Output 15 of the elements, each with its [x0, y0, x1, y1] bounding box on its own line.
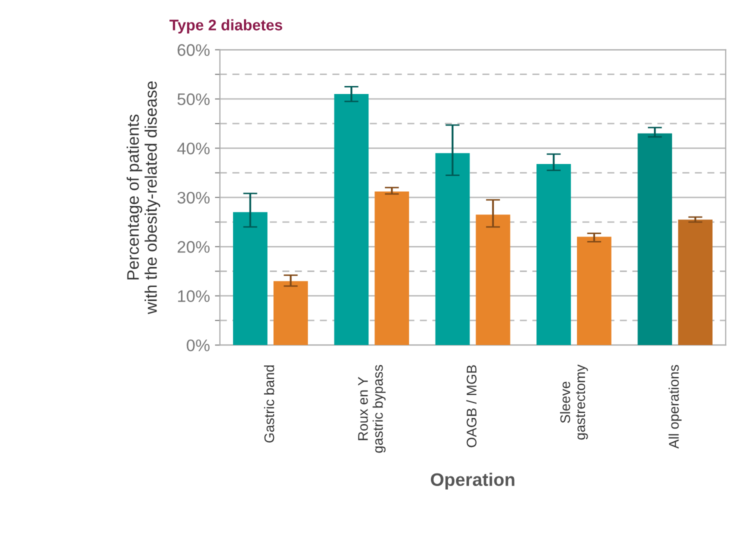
x-tick-label: Sleeve gastrectomy: [560, 364, 588, 440]
x-axis-title: Operation: [430, 472, 514, 490]
x-tick-label: OAGB / MGB: [466, 365, 477, 448]
y-tick-label: 20%: [178, 241, 210, 253]
y-tick-label: 0%: [186, 339, 210, 352]
chart-title: Type 2 diabetes: [169, 19, 282, 34]
y-tick-label: 30%: [177, 192, 210, 204]
y-tick-label: 10%: [178, 290, 210, 302]
y-tick-label: 50%: [177, 93, 210, 106]
x-tick-label: Roux en Y gastric bypass: [358, 365, 386, 453]
y-axis-title: Percentage of patients with the obesity-related disease: [126, 81, 160, 314]
x-tick-label: All operations: [668, 365, 682, 449]
x-tick-label: Gastric band: [264, 365, 274, 443]
y-tick-label: 60%: [178, 44, 210, 56]
y-tick-label: 40%: [177, 142, 210, 154]
